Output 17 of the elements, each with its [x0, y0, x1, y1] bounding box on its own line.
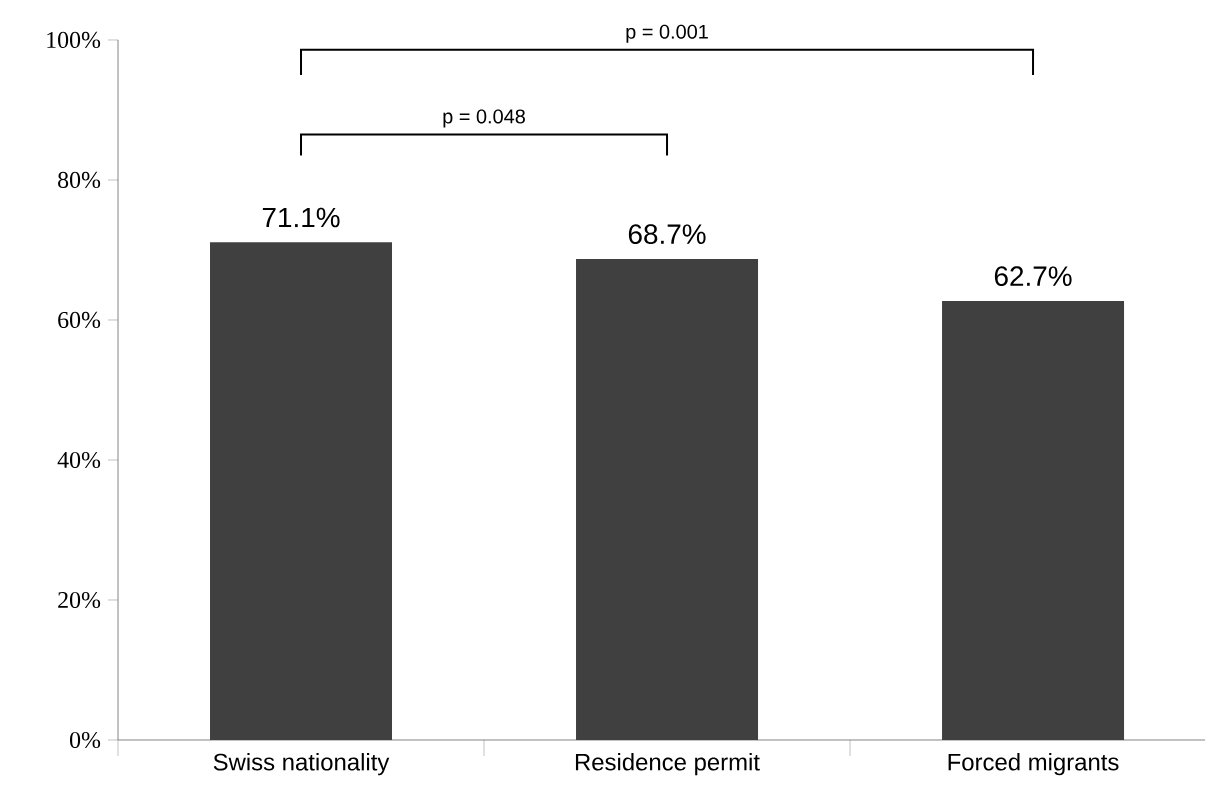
y-tick-label: 60% [58, 311, 101, 329]
bar [942, 301, 1125, 740]
y-tick-label: 80% [58, 171, 101, 189]
data-label: 71.1% [262, 207, 340, 228]
y-tick-label: 40% [57, 451, 101, 469]
x-tick-label: Swiss nationality [213, 753, 390, 776]
x-tick-label: Forced migrants [948, 753, 1119, 776]
data-label: 62.7% [994, 266, 1072, 287]
bar [576, 259, 759, 740]
y-tick-label: 100% [47, 31, 101, 49]
annotation: p = 0.001 [626, 24, 708, 43]
annotation: p = 0.048 [443, 109, 525, 128]
bar [210, 242, 393, 740]
y-tick-label: 0% [70, 731, 101, 749]
y-tick-label: 20% [58, 591, 101, 609]
x-tick-label: Residence permit [575, 753, 760, 776]
data-label: 68.7% [628, 224, 706, 245]
